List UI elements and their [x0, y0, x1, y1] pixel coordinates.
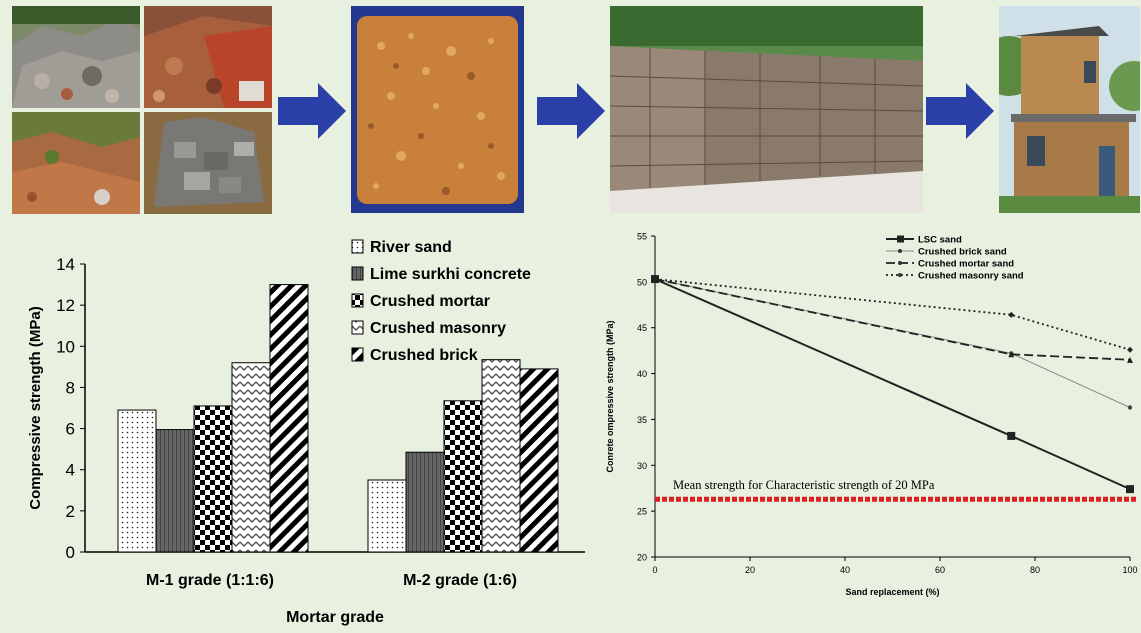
demolition-waste-heap-grey: [12, 6, 140, 108]
y-tick-label: 0: [66, 543, 75, 562]
y-tick-label: 2: [66, 502, 75, 521]
legend-swatch: [351, 266, 364, 281]
legend-swatch: [351, 320, 364, 335]
x-tick-label: 20: [745, 565, 755, 575]
line-chart: 20 25 30 35 40 45 50 55 0 20 40 60 80 100 Sand replace…: [605, 232, 1138, 597]
y-tick-label: 4: [66, 461, 75, 480]
series-line: [654, 278, 1131, 491]
y-tick-label: 55: [637, 232, 647, 242]
y-tick-label: 45: [637, 323, 647, 333]
crushed-aggregate-sample: [351, 6, 524, 213]
data-point: [1007, 431, 1016, 440]
process-arrow-1: [278, 83, 346, 139]
legend-swatch: [351, 293, 364, 308]
y-tick-label: 30: [637, 461, 647, 471]
stacked-blocks-photo: [610, 6, 923, 213]
y-tick-label: 14: [56, 255, 75, 274]
x-tick-label: 80: [1030, 565, 1040, 575]
x-tick-label: 0: [652, 565, 657, 575]
demolition-waste-heap-brick: [144, 6, 272, 108]
data-point: [1127, 356, 1133, 363]
legend-marker: [898, 249, 902, 253]
y-tick-label: 40: [637, 369, 647, 379]
y-tick-label: 20: [637, 553, 647, 563]
legend-swatch: [351, 239, 364, 254]
data-point: [1008, 351, 1015, 358]
y-tick-label: 12: [56, 296, 75, 315]
legend-marker: [897, 235, 904, 243]
legend-label: Lime surkhi concrete: [370, 266, 531, 283]
x-category-label: M-2 grade (1:6): [403, 572, 517, 589]
legend-label: Crushed mortar: [370, 293, 490, 310]
y-tick-label: 25: [637, 507, 647, 517]
process-arrow-2: [537, 83, 605, 139]
threshold-label: Mean strength for Characteristic strengt…: [673, 478, 935, 492]
x-tick-label: 60: [935, 565, 945, 575]
legend-label: LSC sand: [918, 235, 962, 246]
bar: [155, 429, 195, 553]
bar: [117, 409, 157, 553]
legend-label: River sand: [370, 239, 452, 256]
legend-label: Crushed mortar sand: [918, 259, 1014, 270]
y-tick-label: 8: [66, 378, 75, 397]
data-point: [1127, 346, 1133, 353]
legend-label: Crushed brick: [370, 347, 478, 364]
legend-marker: [898, 261, 902, 265]
bar: [443, 400, 483, 553]
data-point: [1126, 485, 1134, 494]
series-line: [654, 278, 1131, 351]
bar-chart: 0 2 4 6 8 10 12 14 M-1 grade (1:1:6) M-2 grade (1…: [27, 239, 585, 626]
demolition-waste-heap-blocks: [144, 112, 272, 214]
x-axis-title: Mortar grade: [286, 609, 384, 626]
y-tick-label: 35: [637, 415, 647, 425]
y-tick-label: 6: [66, 420, 75, 439]
legend-label: Crushed masonry: [370, 320, 506, 337]
x-axis-title: Sand replacement (%): [845, 587, 939, 597]
demolition-waste-heap-soil: [12, 112, 140, 214]
process-arrow-3: [926, 83, 994, 139]
y-axis-title: Compressive strength (MPa): [27, 306, 44, 509]
legend-label: Crushed brick sand: [918, 247, 1007, 258]
x-tick-label: 100: [1122, 565, 1137, 575]
bar: [519, 368, 559, 553]
bar: [405, 451, 445, 553]
legend-marker: [898, 273, 902, 277]
data-point: [652, 276, 658, 283]
series-line: [654, 278, 1131, 361]
y-axis-title: Conrete ompressive strength (MPa): [605, 320, 615, 472]
bar: [367, 479, 407, 553]
two-storey-building-photo: [999, 6, 1140, 213]
y-tick-label: 10: [56, 337, 75, 356]
x-category-label: M-1 grade (1:1:6): [146, 572, 274, 589]
data-point: [1127, 405, 1133, 410]
y-tick-label: 50: [637, 277, 647, 287]
bar: [193, 405, 233, 553]
bar: [481, 359, 521, 553]
bar: [269, 284, 309, 553]
bar: [231, 362, 271, 553]
series-line: [654, 278, 1131, 408]
x-tick-label: 40: [840, 565, 850, 575]
legend-swatch: [351, 347, 364, 362]
data-point: [1008, 311, 1015, 318]
legend-label: Crushed masonry sand: [918, 271, 1024, 282]
